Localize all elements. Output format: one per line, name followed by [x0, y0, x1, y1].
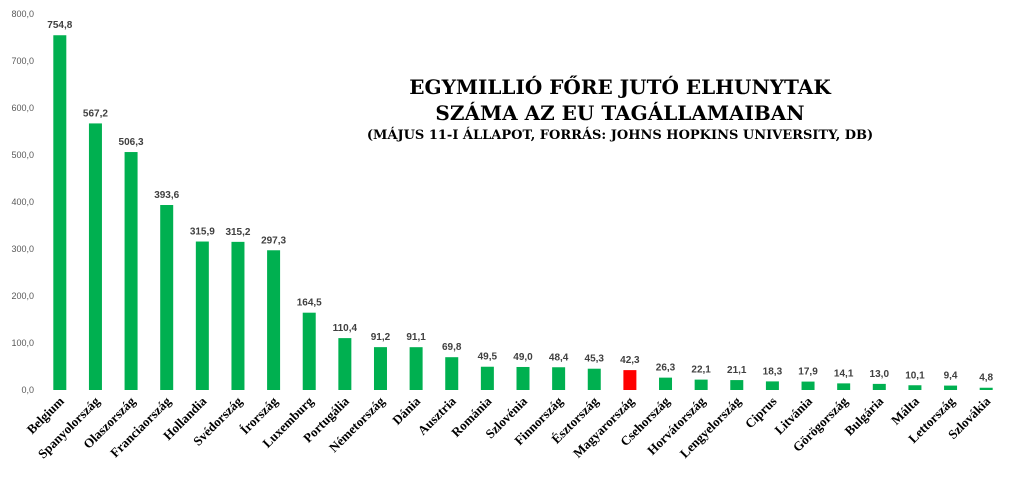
- bar: [872, 383, 886, 390]
- bar: [53, 35, 67, 391]
- data-label: 393,6: [154, 190, 179, 201]
- data-label: 164,5: [297, 298, 322, 309]
- data-labels: 754,8 567,2 506,3 393,6 315,9 315,2 297,3 164,5…: [47, 20, 993, 384]
- bar: [480, 366, 494, 390]
- bar: [908, 385, 922, 390]
- y-axis-ticks: 0,0 100,0 200,0 300,0 400,0 500,0 600,0 700,0 80…: [11, 9, 34, 395]
- data-label: 10,1: [905, 370, 925, 381]
- bar: [195, 241, 209, 390]
- bar: [944, 385, 958, 390]
- bar: [587, 368, 601, 390]
- data-label: 9,4: [944, 371, 958, 382]
- y-tick-label: 500,0: [11, 150, 34, 160]
- y-tick-label: 200,0: [11, 291, 34, 301]
- bar: [765, 381, 779, 390]
- bar: [160, 205, 174, 390]
- data-label: 297,3: [261, 235, 286, 246]
- data-label: 48,4: [549, 352, 569, 363]
- data-label: 17,9: [798, 367, 818, 378]
- bar: [373, 347, 387, 390]
- data-label: 13,0: [870, 369, 890, 380]
- bar: [302, 312, 316, 390]
- data-label: 506,3: [119, 137, 144, 148]
- data-label: 69,8: [442, 342, 462, 353]
- data-label: 754,8: [47, 20, 72, 31]
- bar: [124, 152, 138, 390]
- bar: [267, 250, 281, 390]
- bar: [409, 347, 423, 390]
- y-tick-label: 300,0: [11, 244, 34, 254]
- data-label: 49,5: [478, 352, 498, 363]
- y-tick-label: 600,0: [11, 103, 34, 113]
- data-label: 4,8: [979, 373, 993, 384]
- x-axis-labels: BelgiumSpanyolországOlaszországFranciaor…: [24, 393, 994, 461]
- data-label: 49,0: [513, 352, 533, 363]
- data-label: 18,3: [763, 366, 783, 377]
- y-tick-label: 0,0: [21, 385, 34, 395]
- data-label: 22,1: [691, 365, 711, 376]
- data-label: 567,2: [83, 108, 108, 119]
- bar: [694, 379, 708, 390]
- chart-title-block: EGYMILLIÓ FŐRE JUTÓ ELHUNYTAK SZÁMA AZ E…: [300, 74, 940, 146]
- chart-title-line2: SZÁMA AZ EU TAGÁLLAMAIBAN: [435, 101, 805, 125]
- data-label: 315,9: [190, 227, 215, 238]
- bar: [516, 366, 530, 390]
- bar: [88, 123, 102, 390]
- data-label: 91,2: [371, 332, 391, 343]
- bar: [231, 241, 245, 390]
- data-label: 315,2: [225, 227, 250, 238]
- bars: [53, 35, 993, 391]
- data-label: 91,1: [406, 332, 426, 343]
- data-label: 110,4: [333, 323, 358, 334]
- y-tick-label: 800,0: [11, 9, 34, 19]
- data-label: 45,3: [585, 354, 605, 365]
- bar: [801, 381, 815, 390]
- y-tick-label: 100,0: [11, 338, 34, 348]
- y-tick-label: 400,0: [11, 197, 34, 207]
- chart-subtitle: (MÁJUS 11-I ÁLLAPOT, FORRÁS: JOHNS HOPKI…: [366, 128, 874, 143]
- x-tick-label: Bulgária: [842, 393, 887, 438]
- bar: [730, 380, 744, 390]
- data-label: 14,1: [834, 368, 854, 379]
- bar: [552, 367, 566, 390]
- bar: [338, 338, 352, 390]
- bar: [445, 357, 459, 390]
- y-tick-label: 700,0: [11, 56, 34, 66]
- bar: [623, 370, 637, 390]
- data-label: 42,3: [620, 355, 640, 366]
- data-label: 21,1: [727, 365, 747, 376]
- chart-title: EGYMILLIÓ FŐRE JUTÓ ELHUNYTAK: [409, 75, 831, 99]
- data-label: 26,3: [656, 363, 676, 374]
- bar: [837, 383, 851, 390]
- bar: [979, 387, 993, 390]
- bar: [659, 377, 673, 390]
